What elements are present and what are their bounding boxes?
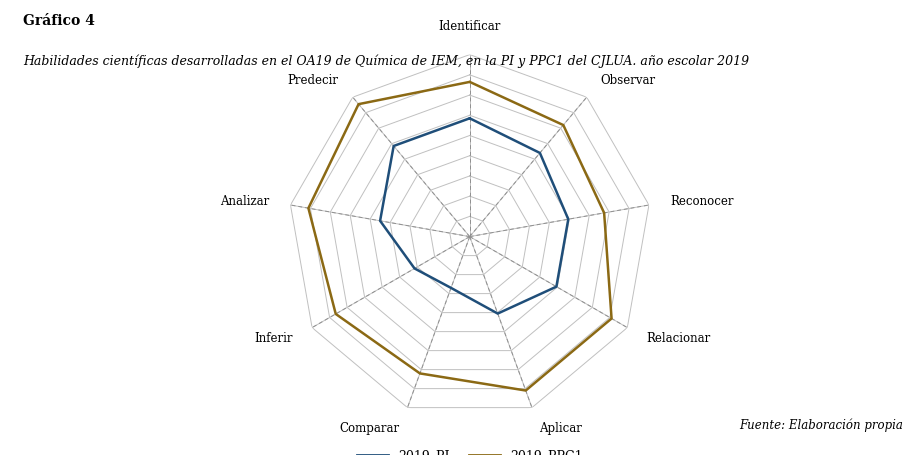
Text: Observar: Observar: [600, 74, 656, 87]
Text: Habilidades científicas desarrolladas en el OA19 de Química de IEM, en la PI y P: Habilidades científicas desarrolladas en…: [23, 55, 749, 68]
Text: Relacionar: Relacionar: [647, 332, 710, 345]
Text: Reconocer: Reconocer: [670, 195, 734, 207]
Text: Gráfico 4: Gráfico 4: [23, 14, 95, 28]
Text: Predecir: Predecir: [287, 74, 339, 87]
Text: Analizar: Analizar: [220, 195, 269, 207]
Text: Aplicar: Aplicar: [540, 422, 582, 435]
Text: Fuente: Elaboración propia: Fuente: Elaboración propia: [739, 419, 903, 432]
Text: Comparar: Comparar: [340, 422, 400, 435]
Text: Identificar: Identificar: [438, 20, 501, 33]
Legend: 2019_PI, 2019_PPC1: 2019_PI, 2019_PPC1: [352, 444, 588, 455]
Text: Inferir: Inferir: [255, 332, 293, 345]
